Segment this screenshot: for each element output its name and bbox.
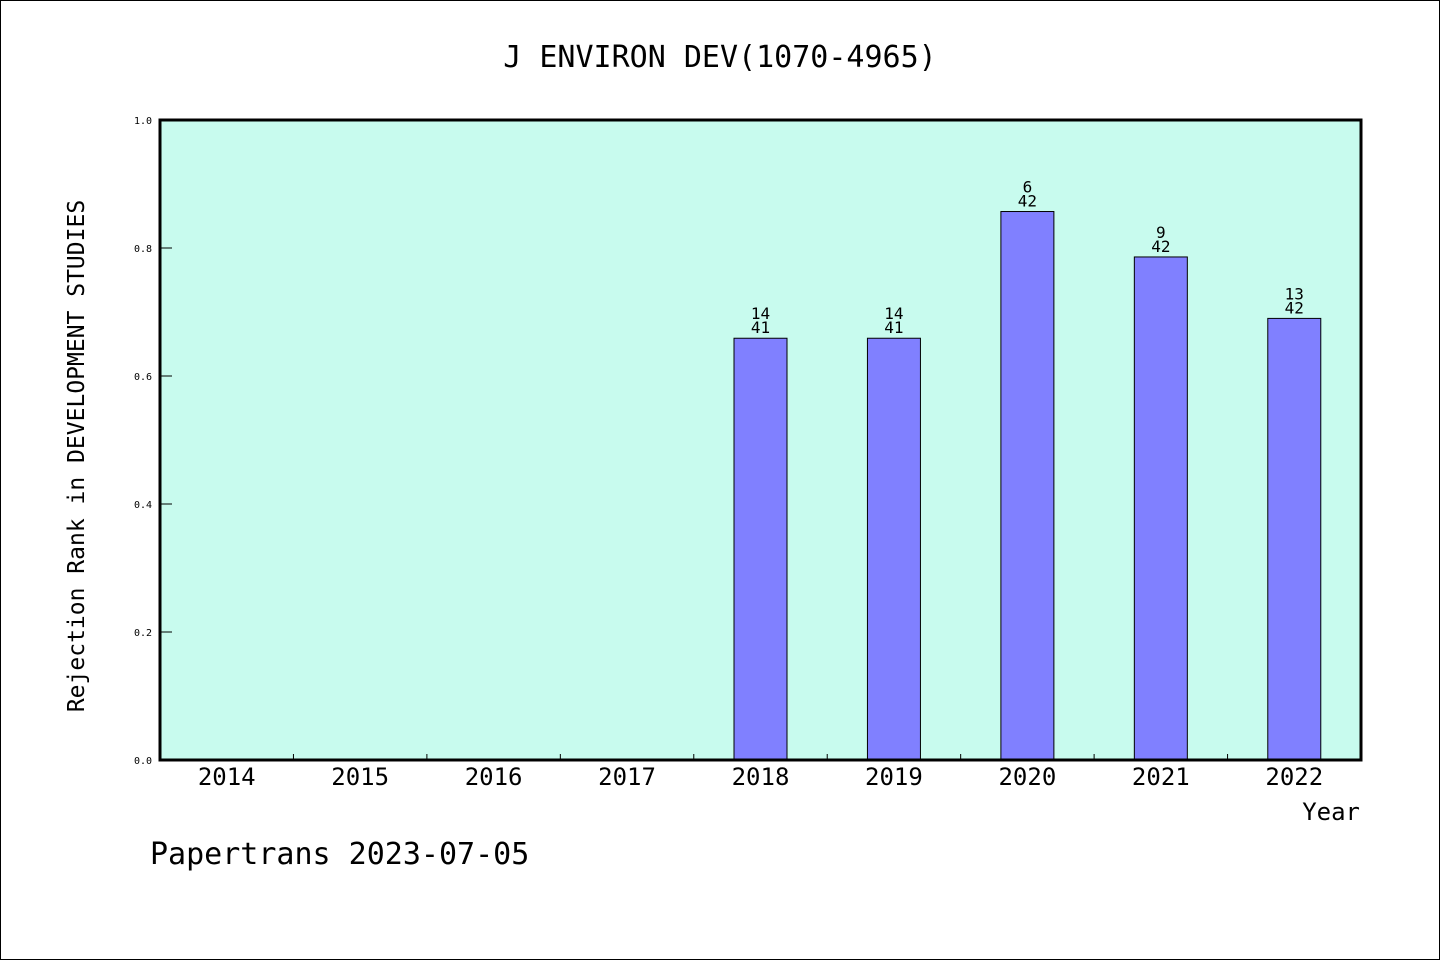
x-tick-label-2017: 2017 <box>598 763 656 791</box>
bar-2019 <box>866 337 921 761</box>
y-tick-label-0: 0.0 <box>134 756 152 767</box>
data-label-top-2020: 6 <box>1023 178 1033 197</box>
footer-text: Papertrans 2023-07-05 <box>150 837 529 872</box>
bars-group <box>733 211 1322 761</box>
bar-2022 <box>1267 317 1322 761</box>
x-tick-label-2019: 2019 <box>865 763 923 791</box>
y-tick-label-1: 0.2 <box>134 628 152 639</box>
data-label-bottom-2019: 41 <box>884 318 903 337</box>
data-label-bottom-2018: 41 <box>751 318 770 337</box>
data-label-bottom-2020: 42 <box>1018 192 1037 211</box>
y-tick-label-2: 0.4 <box>134 500 152 511</box>
data-label-top-2018: 14 <box>751 304 770 323</box>
y-tick-label-4: 0.8 <box>134 244 152 255</box>
x-tick-label-2015: 2015 <box>331 763 389 791</box>
x-tick-label-2014: 2014 <box>198 763 256 791</box>
x-axis: 2014 2015 2016 2017 2018 2019 2020 2021 2022 <box>198 754 1323 791</box>
data-label-bottom-2022: 42 <box>1285 298 1304 317</box>
y-axis-label: Rejection Rank in DEVELOPMENT STUDIES <box>64 200 90 712</box>
bar-2021 <box>1133 256 1188 761</box>
data-label-top-2022: 13 <box>1285 284 1304 303</box>
y-tick-label-3: 0.6 <box>134 372 152 383</box>
chart-title: J ENVIRON DEV(1070-4965) <box>503 40 936 75</box>
x-tick-label-2020: 2020 <box>998 763 1056 791</box>
x-tick-label-2021: 2021 <box>1132 763 1190 791</box>
y-tick-label-5: 1.0 <box>134 116 152 127</box>
data-label-bottom-2021: 42 <box>1151 237 1170 256</box>
bar-2018 <box>733 337 788 761</box>
data-label-top-2021: 9 <box>1156 223 1166 242</box>
plot-border <box>158 118 1363 762</box>
x-tick-label-2022: 2022 <box>1265 763 1323 791</box>
x-tick-label-2016: 2016 <box>465 763 523 791</box>
x-axis-label: Year <box>1302 798 1360 826</box>
bar-2020 <box>1000 211 1055 761</box>
x-tick-label-2018: 2018 <box>732 763 790 791</box>
data-label-top-2019: 14 <box>884 304 903 323</box>
